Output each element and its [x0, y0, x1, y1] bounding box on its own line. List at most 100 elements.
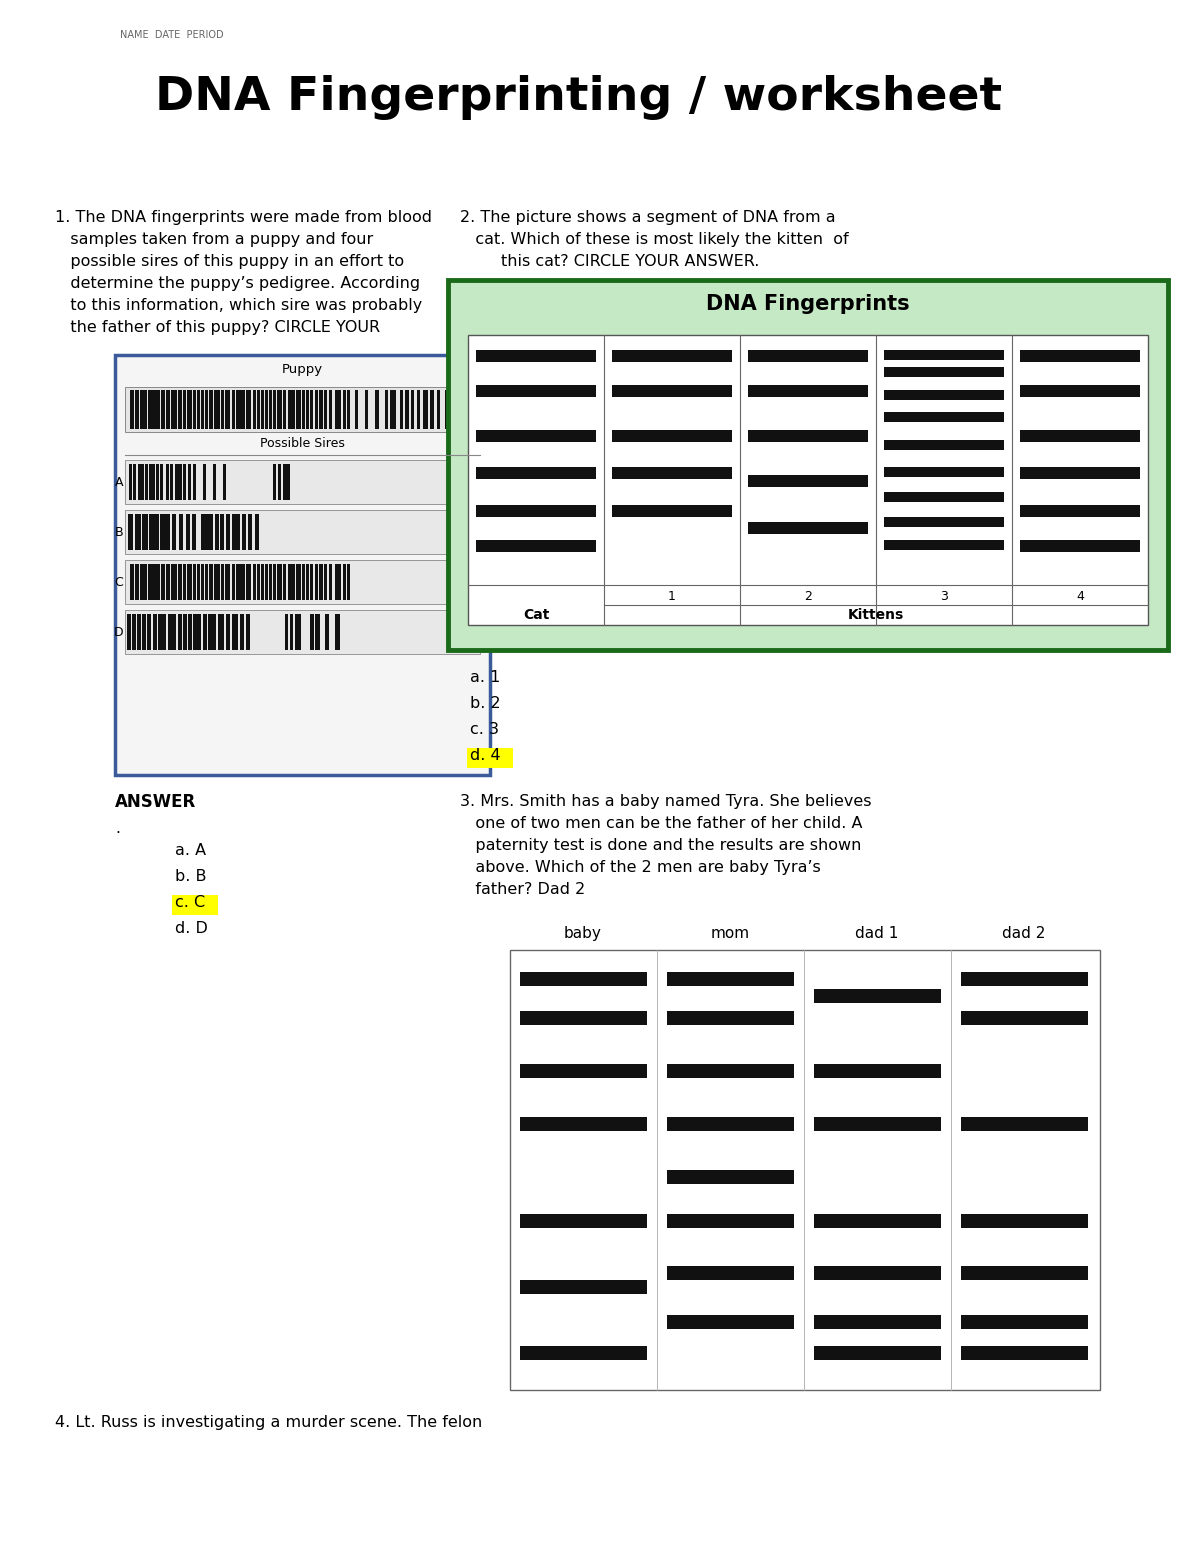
Text: one of two men can be the father of her child. A: one of two men can be the father of her …	[460, 815, 863, 831]
Bar	[130, 390, 134, 429]
Bar	[667, 1169, 794, 1183]
Bar	[748, 475, 868, 488]
Bar	[961, 1117, 1088, 1131]
Bar	[125, 460, 480, 505]
Bar	[390, 390, 396, 429]
Text: 2: 2	[804, 590, 812, 603]
Bar	[430, 390, 434, 429]
Bar	[214, 564, 220, 599]
Text: b. B: b. B	[175, 870, 206, 884]
Bar	[288, 564, 295, 599]
Bar	[160, 464, 163, 500]
Bar	[148, 613, 151, 651]
Bar	[520, 1064, 647, 1078]
Bar	[288, 390, 295, 429]
Text: father? Dad 2: father? Dad 2	[460, 882, 586, 898]
Bar	[310, 390, 313, 429]
Bar	[319, 564, 323, 599]
Text: baby: baby	[564, 926, 602, 941]
Bar	[612, 505, 732, 517]
Bar	[182, 613, 187, 651]
Bar	[748, 349, 868, 362]
Bar	[961, 1266, 1088, 1280]
Bar	[232, 390, 235, 429]
Bar	[476, 505, 596, 517]
Text: this cat? CIRCLE YOUR ANSWER.: this cat? CIRCLE YOUR ANSWER.	[460, 255, 760, 269]
Bar	[961, 1346, 1088, 1360]
Bar	[667, 972, 794, 986]
Text: .: .	[115, 822, 120, 836]
Bar	[476, 430, 596, 443]
Text: above. Which of the 2 men are baby Tyra’s: above. Which of the 2 men are baby Tyra’…	[460, 860, 821, 874]
Bar	[172, 390, 178, 429]
Text: C: C	[114, 576, 124, 589]
Bar	[149, 514, 158, 550]
Bar	[347, 390, 350, 429]
Text: DNA Fingerprints: DNA Fingerprints	[706, 294, 910, 314]
Bar	[262, 564, 264, 599]
Bar	[202, 564, 204, 599]
Bar	[476, 385, 596, 398]
Bar	[226, 564, 230, 599]
Bar	[961, 1315, 1088, 1329]
Bar	[262, 390, 264, 429]
Bar	[961, 972, 1088, 986]
Bar	[221, 390, 224, 429]
Bar	[221, 564, 224, 599]
Bar	[437, 390, 440, 429]
Text: b. 2: b. 2	[470, 696, 500, 711]
Bar	[188, 464, 191, 500]
Bar	[347, 564, 350, 599]
Bar	[814, 1117, 941, 1131]
Bar	[202, 390, 204, 429]
Bar	[884, 492, 1004, 502]
Bar	[161, 564, 166, 599]
Bar	[166, 464, 169, 500]
Bar	[475, 390, 478, 429]
Bar	[424, 390, 428, 429]
Bar	[310, 564, 313, 599]
Bar	[467, 390, 470, 429]
Bar	[223, 464, 226, 500]
Bar	[246, 613, 250, 651]
Bar	[142, 514, 148, 550]
Bar	[355, 390, 358, 429]
Text: d. D: d. D	[175, 921, 208, 936]
Bar	[314, 613, 320, 651]
Bar	[182, 390, 186, 429]
Bar	[140, 390, 148, 429]
Bar	[148, 390, 160, 429]
Bar	[520, 1011, 647, 1025]
Bar	[400, 390, 403, 429]
Bar	[186, 514, 190, 550]
Bar	[335, 390, 341, 429]
Bar	[374, 390, 379, 429]
Bar	[125, 387, 480, 432]
Bar	[209, 564, 214, 599]
Bar	[202, 514, 214, 550]
Bar	[205, 390, 208, 429]
Bar	[961, 1011, 1088, 1025]
Bar	[468, 335, 1148, 624]
Bar	[182, 564, 186, 599]
Bar	[134, 390, 139, 429]
Bar	[302, 390, 305, 429]
Bar	[197, 564, 200, 599]
Bar	[454, 390, 458, 429]
Bar	[236, 390, 245, 429]
Bar	[335, 613, 340, 651]
Bar	[242, 514, 246, 550]
Bar	[319, 390, 323, 429]
Bar	[193, 564, 196, 599]
Text: dad 1: dad 1	[856, 926, 899, 941]
Bar	[612, 430, 732, 443]
Bar	[193, 464, 196, 500]
Bar	[520, 1280, 647, 1294]
Bar	[253, 564, 256, 599]
Bar	[520, 1346, 647, 1360]
Bar	[138, 464, 144, 500]
Bar	[205, 564, 208, 599]
Text: a. 1: a. 1	[470, 669, 500, 685]
Bar	[209, 390, 214, 429]
Bar	[283, 464, 290, 500]
